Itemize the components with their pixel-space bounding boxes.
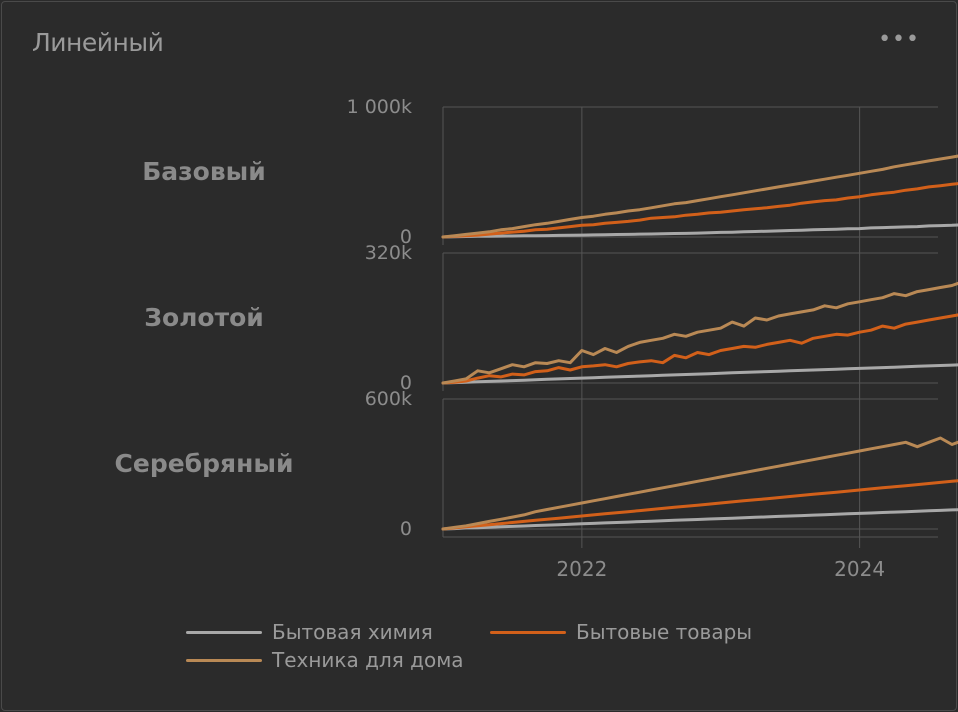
y-tick-label: 0 — [400, 518, 412, 540]
legend-item-household-chemicals[interactable]: Бытовая химия — [186, 620, 433, 644]
y-tick-label: 600k — [365, 388, 412, 410]
series-line — [441, 223, 958, 239]
legend-swatch-household-goods — [490, 630, 566, 634]
series-line — [441, 313, 958, 385]
series-line — [441, 479, 958, 531]
series-line — [441, 436, 958, 531]
series-line — [441, 363, 958, 385]
legend-label: Техника для дома — [272, 648, 464, 672]
series-line — [441, 281, 958, 385]
x-tick-label: 2024 — [834, 557, 885, 581]
legend-item-household-goods[interactable]: Бытовые товары — [490, 620, 752, 644]
legend-swatch-household-chemicals — [186, 630, 262, 634]
series-line — [441, 508, 958, 531]
legend-swatch-home-appliances — [186, 658, 262, 662]
y-tick-label: 320k — [365, 242, 412, 264]
legend-item-home-appliances[interactable]: Техника для дома — [186, 648, 464, 672]
legend-label: Бытовые товары — [576, 620, 753, 644]
y-tick-label: 1 000k — [347, 96, 412, 118]
series-line — [441, 182, 958, 239]
panel-label: Серебряный — [115, 449, 294, 478]
legend-label: Бытовая химия — [272, 620, 433, 644]
panel-label: Базовый — [142, 157, 266, 186]
more-horizontal-icon[interactable]: ••• — [878, 27, 920, 52]
panel-label: Золотой — [144, 303, 264, 332]
x-tick-label: 2022 — [556, 557, 607, 581]
y-tick-label: 0 — [400, 372, 412, 394]
series-line — [441, 154, 958, 239]
y-tick-label: 0 — [400, 226, 412, 248]
card-title: Линейный — [32, 28, 164, 57]
